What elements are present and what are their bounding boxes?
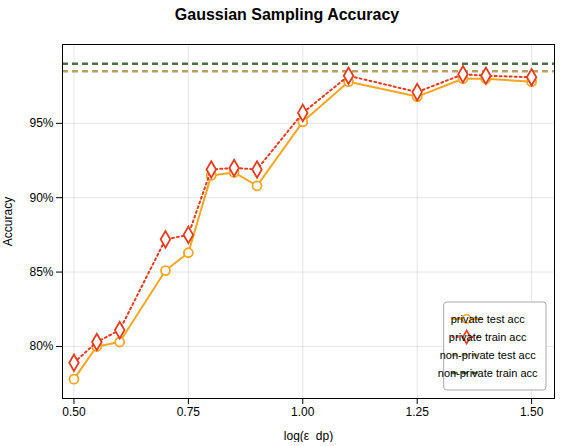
svg-text:private train acc: private train acc xyxy=(449,331,527,343)
svg-text:private test acc: private test acc xyxy=(451,313,525,325)
svg-text:1.50: 1.50 xyxy=(520,405,544,419)
svg-text:90%: 90% xyxy=(29,191,53,205)
svg-text:0.50: 0.50 xyxy=(62,405,86,419)
svg-text:85%: 85% xyxy=(29,265,53,279)
svg-text:1.25: 1.25 xyxy=(406,405,430,419)
html-text:Gaussian Sampling Accuracy: Gaussian Sampling Accuracy xyxy=(174,6,400,23)
svg-text:non-private train acc: non-private train acc xyxy=(438,367,538,379)
svg-text:80%: 80% xyxy=(29,339,53,353)
svg-text:log(ε_dp): log(ε_dp) xyxy=(284,429,333,443)
svg-text:1.00: 1.00 xyxy=(291,405,315,419)
svg-text:Accuracy: Accuracy xyxy=(1,197,15,246)
svg-text:0.75: 0.75 xyxy=(177,405,201,419)
svg-text:non-private test acc: non-private test acc xyxy=(440,349,536,361)
svg-text:95%: 95% xyxy=(29,116,53,130)
